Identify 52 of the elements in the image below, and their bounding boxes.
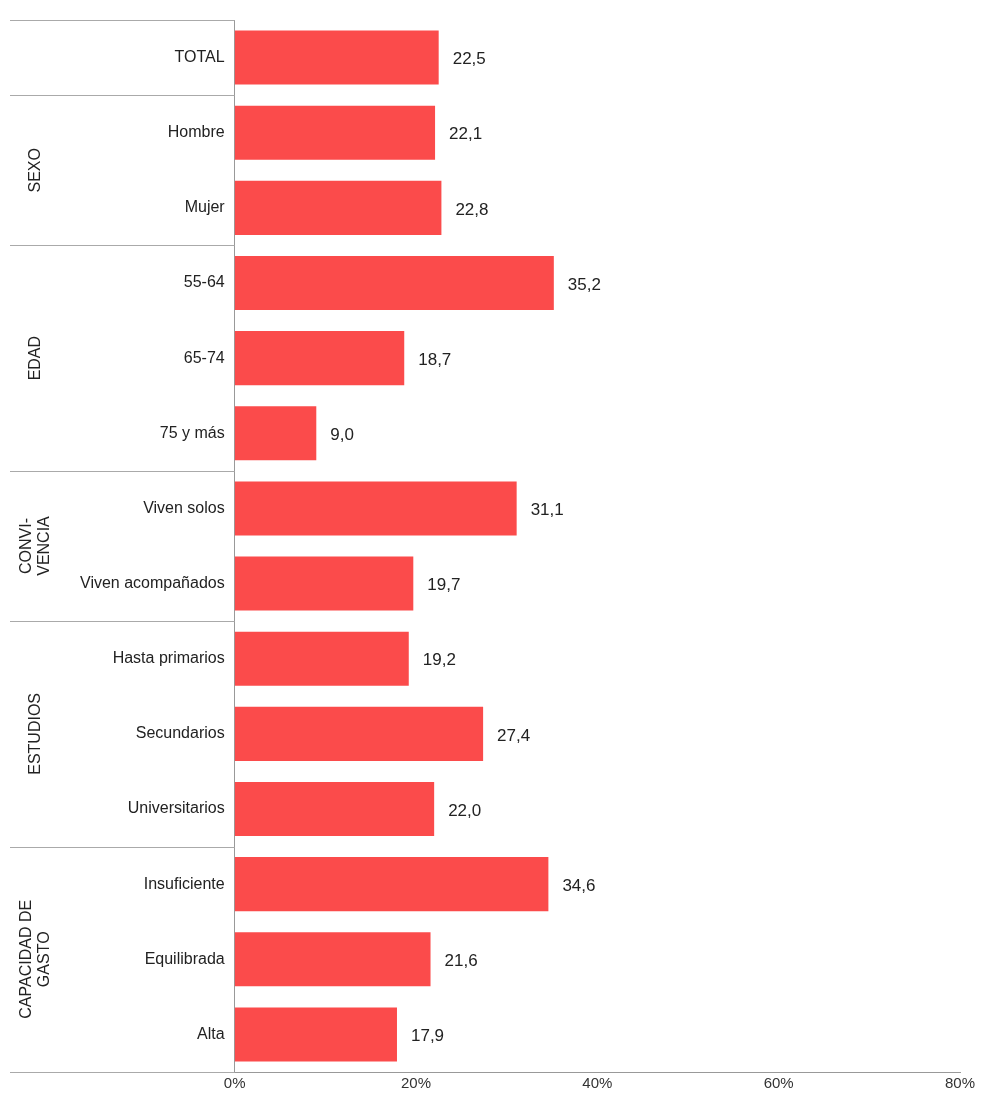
x-tick-label: 20% <box>401 1074 432 1092</box>
data-label: 21,6 <box>444 950 478 970</box>
data-label: 22,1 <box>449 124 483 144</box>
x-tick-label: 0% <box>223 1074 246 1092</box>
data-label: 22,5 <box>452 49 486 69</box>
y-tick-label: Viven acompañados <box>79 573 225 591</box>
bar <box>234 631 409 686</box>
y-tick-label: Secundarios <box>135 724 225 742</box>
text: SEXO <box>26 148 44 193</box>
data-label: 9,0 <box>330 424 354 444</box>
y-tick-label: Hombre <box>167 123 225 141</box>
bar <box>234 556 414 611</box>
y-tick-label: Alta <box>197 1024 225 1042</box>
bar <box>234 180 442 235</box>
bar <box>234 481 517 536</box>
bar <box>234 706 484 761</box>
data-label: 19,7 <box>427 575 461 595</box>
y-tick-label: Hasta primarios <box>112 649 225 667</box>
y-tick-label: Universitarios <box>127 799 225 817</box>
x-tick-label: 80% <box>944 1074 976 1092</box>
data-label: 22,0 <box>448 800 482 820</box>
text: EDAD <box>26 335 44 381</box>
bar <box>234 255 554 311</box>
text: ESTUDIOS <box>26 692 44 775</box>
y-tick-label: 75 y más <box>159 423 225 441</box>
bar <box>234 781 435 837</box>
data-label: 18,7 <box>418 349 452 369</box>
y-tick-label: Equilibrada <box>144 949 225 967</box>
data-label: 34,6 <box>562 875 596 895</box>
data-label: 35,2 <box>567 274 601 294</box>
y-tick-label: TOTAL <box>174 47 225 65</box>
bar <box>234 406 317 461</box>
data-label: 31,1 <box>530 500 564 520</box>
data-label: 17,9 <box>410 1026 445 1046</box>
text: CAPACIDAD DE GASTO <box>17 899 53 1019</box>
bar <box>234 932 431 987</box>
text: CONVI-VENCIA <box>17 515 53 576</box>
data-label: 27,4 <box>497 725 531 745</box>
bar <box>234 30 439 85</box>
y-tick-label: 65-74 <box>183 348 225 366</box>
y-tick-label: Viven solos <box>143 498 225 516</box>
x-tick-label: 40% <box>582 1074 613 1092</box>
x-tick-label: 60% <box>763 1074 794 1092</box>
y-tick-label: 55-64 <box>183 273 225 291</box>
bar <box>234 331 405 386</box>
bar <box>234 857 549 912</box>
y-tick-label: Mujer <box>184 198 226 216</box>
data-label: 19,2 <box>422 650 456 670</box>
y-tick-label: Insuficiente <box>143 874 225 892</box>
bar <box>234 105 436 160</box>
bar <box>234 1007 397 1062</box>
data-label: 22,8 <box>455 199 489 219</box>
